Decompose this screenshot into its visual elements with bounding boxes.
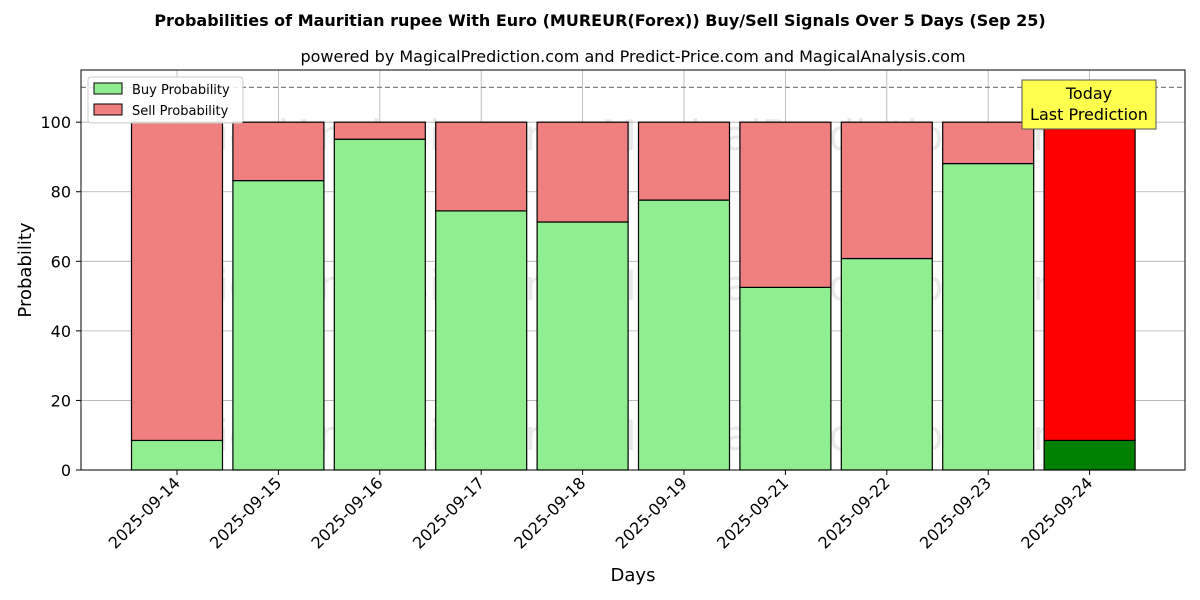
chart-subtitle: powered by MagicalPrediction.com and Pre… — [300, 47, 965, 66]
sell-bar — [1043, 121, 1136, 442]
y-tick-label: 60 — [51, 252, 71, 271]
annotation-box — [1021, 79, 1157, 130]
sell-bar — [435, 121, 528, 212]
chart-title-text: Probabilities of Mauritian rupee With Eu… — [154, 11, 1045, 30]
annotation-line: Last Prediction — [1030, 105, 1148, 124]
buy-bar — [840, 257, 933, 471]
chart-title: Probabilities of Mauritian rupee With Eu… — [154, 11, 1045, 30]
y-axis-ticks: 0 20 40 60 80 100 — [40, 113, 81, 480]
y-tick-label: 40 — [51, 322, 71, 341]
legend-box — [87, 76, 244, 124]
sell-bar — [333, 121, 426, 140]
buy-bar — [536, 221, 629, 471]
sell-bar — [637, 121, 731, 201]
sell-bar — [739, 121, 832, 288]
legend-swatch — [93, 103, 123, 116]
annotation-line: Today — [1065, 84, 1112, 103]
buy-bar — [637, 199, 731, 471]
x-tick-label: 2025-09-15 — [206, 473, 285, 552]
buy-bar — [942, 162, 1035, 471]
legend-swatch — [93, 82, 123, 95]
buy-bar — [1043, 439, 1136, 471]
legend: Buy Probability Sell Probability — [87, 76, 244, 124]
buy-bar — [435, 210, 528, 471]
buy-bar — [739, 286, 832, 471]
y-tick-label: 100 — [40, 113, 71, 132]
x-tick-label: 2025-09-18 — [510, 473, 589, 552]
x-axis-label: Days — [611, 565, 656, 586]
sell-bar — [232, 121, 325, 182]
x-tick-label: 2025-09-19 — [612, 473, 691, 552]
x-tick-label: 2025-09-22 — [814, 473, 893, 552]
buy-bar — [333, 138, 426, 471]
buy-bar — [130, 439, 224, 471]
sell-bar — [840, 121, 933, 260]
plot-frame — [80, 69, 1186, 471]
legend-label: Sell Probability — [132, 104, 229, 119]
today-annotation: Today Last Prediction — [1021, 79, 1157, 130]
y-tick-label: 80 — [51, 183, 71, 202]
buy-bar — [232, 180, 325, 471]
bars — [130, 121, 1136, 471]
x-tick-label: 2025-09-17 — [409, 473, 488, 552]
x-tick-label: 2025-09-23 — [916, 473, 995, 552]
y-tick-label: 0 — [61, 461, 71, 480]
y-axis-label: Probability — [15, 222, 36, 317]
y-tick-label: 20 — [51, 391, 71, 410]
x-tick-label: 2025-09-16 — [307, 473, 386, 552]
x-tick-label: 2025-09-24 — [1017, 473, 1096, 552]
x-axis-ticks: 2025-09-14 2025-09-15 2025-09-16 2025-09-17… — [105, 470, 1096, 553]
legend-label: Buy Probability — [132, 83, 230, 98]
sell-bar — [536, 121, 629, 223]
sell-bar — [942, 121, 1035, 165]
sell-bar — [130, 121, 224, 442]
x-tick-label: 2025-09-21 — [713, 473, 792, 552]
x-tick-label: 2025-09-14 — [105, 473, 184, 552]
